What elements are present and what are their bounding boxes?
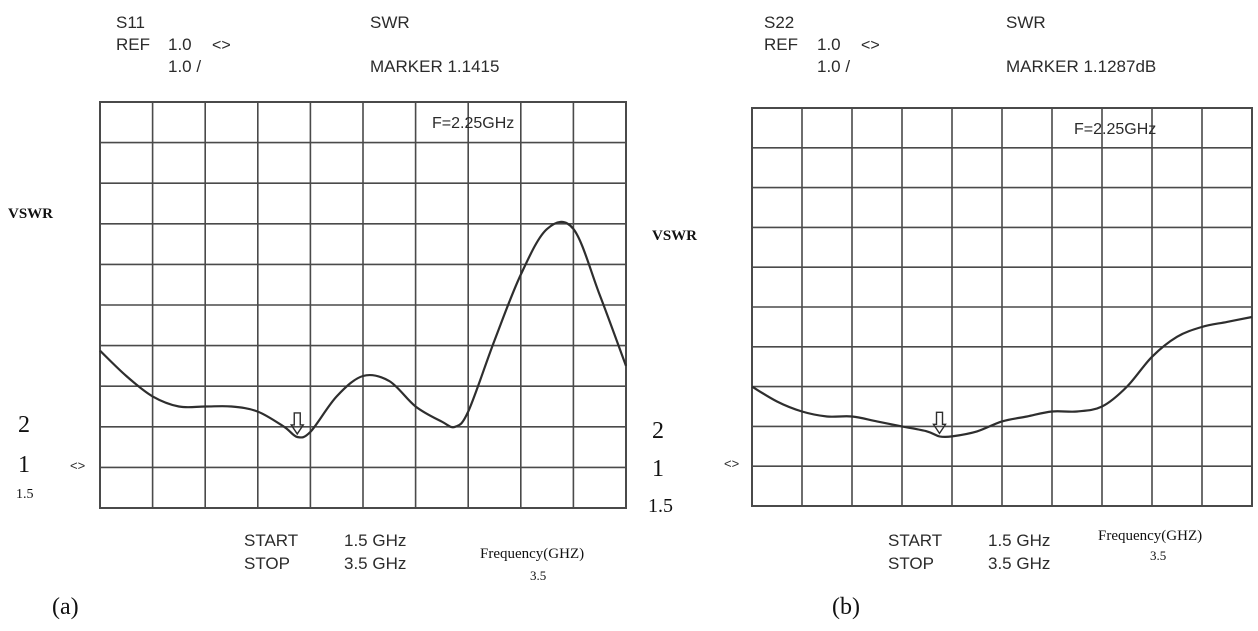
ref-glyph: <>	[724, 456, 739, 471]
marker-arrow-shape	[289, 412, 305, 436]
marker-readout: MARKER 1.1287dB	[1006, 57, 1156, 76]
trace-line	[751, 315, 1253, 439]
grid-b	[751, 107, 1253, 507]
scale-value: 1.0 /	[168, 57, 201, 76]
marker-arrow-shape	[932, 411, 947, 435]
trace-line	[99, 220, 628, 439]
param-label: S22	[764, 13, 794, 32]
y-axis-label: VSWR	[652, 228, 697, 244]
ref-label: REF	[116, 35, 150, 54]
y-axis-label: VSWR	[8, 206, 53, 222]
ref-symbol: <>	[861, 37, 880, 54]
start-label: START	[244, 531, 298, 550]
ref-value: 1.0	[817, 35, 841, 54]
marker-arrow-icon	[289, 412, 305, 436]
stop-label: STOP	[244, 554, 290, 573]
stop-value: 3.5 GHz	[344, 554, 406, 573]
param-label: S11	[116, 13, 145, 32]
start-value: 1.5 GHz	[344, 531, 406, 550]
marker-readout: MARKER 1.1415	[370, 57, 499, 76]
start-label: START	[888, 531, 942, 550]
y-tick-label: 1.5	[648, 495, 673, 517]
ref-glyph: <>	[70, 458, 85, 473]
start-value: 1.5 GHz	[988, 531, 1050, 550]
ref-symbol: <>	[212, 37, 231, 54]
y-tick-label: 1	[652, 456, 664, 482]
grid-a	[99, 101, 627, 509]
stop-label: STOP	[888, 554, 934, 573]
freq-marker-label: F=2.25GHz	[1074, 121, 1156, 138]
x-end-label: 3.5	[530, 568, 546, 583]
y-tick-label: 2	[652, 418, 664, 444]
ref-label: REF	[764, 35, 798, 54]
panel-label: (b)	[832, 594, 860, 620]
x-axis-label: Frequency(GHZ)	[480, 546, 584, 562]
ref-value: 1.0	[168, 35, 192, 54]
scale-value: 1.0 /	[817, 57, 850, 76]
marker-arrow-icon	[932, 411, 947, 435]
y-tick-label: 1.5	[16, 487, 34, 502]
mode-label: SWR	[370, 13, 410, 32]
x-axis-label: Frequency(GHZ)	[1098, 528, 1202, 544]
panel-label: (a)	[52, 594, 79, 620]
x-end-label: 3.5	[1150, 548, 1166, 563]
panel-a: S11 REF 1.0 <> 1.0 / SWR MARKER 1.1415 F…	[8, 13, 628, 620]
stop-value: 3.5 GHz	[988, 554, 1050, 573]
y-tick-label: 2	[18, 412, 30, 438]
panel-b: S22 REF 1.0 <> 1.0 / SWR MARKER 1.1287dB…	[648, 13, 1253, 620]
mode-label: SWR	[1006, 13, 1046, 32]
freq-marker-label: F=2.25GHz	[432, 115, 514, 132]
y-tick-label: 1	[18, 452, 30, 478]
